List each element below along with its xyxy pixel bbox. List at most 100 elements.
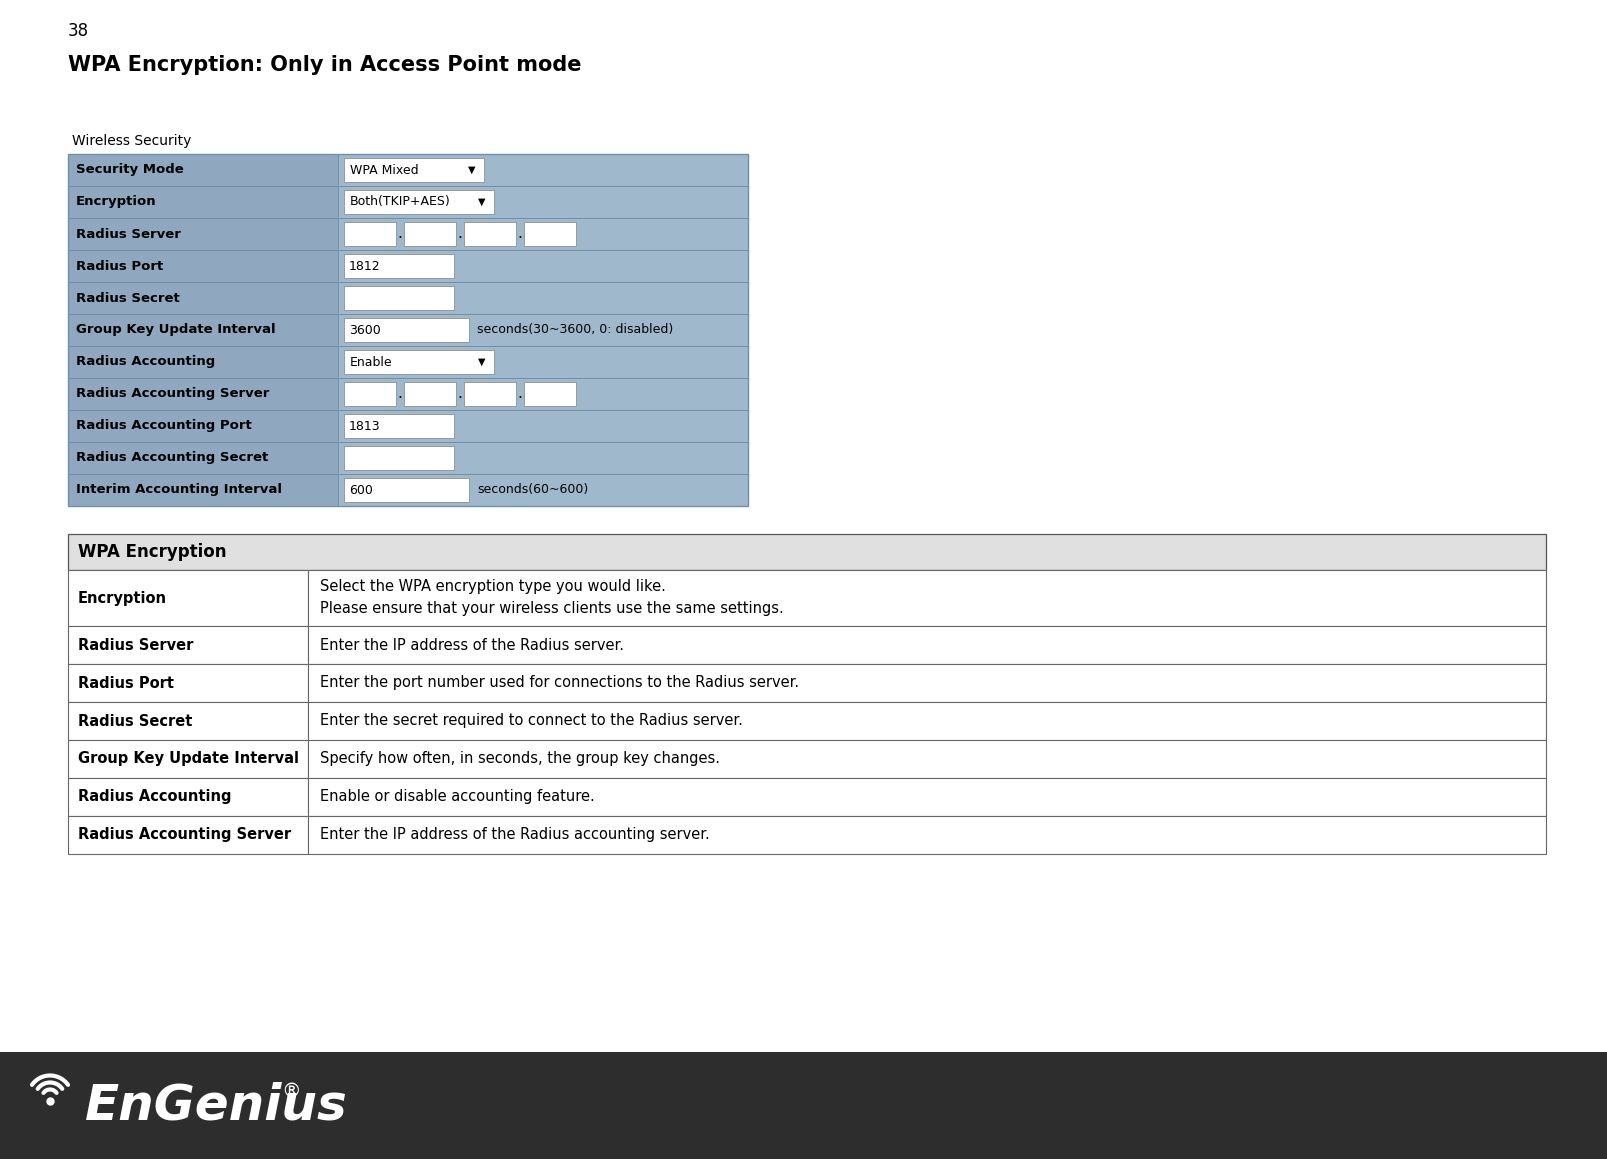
Text: Radius Accounting Secret: Radius Accounting Secret — [76, 452, 268, 465]
Bar — [344, 446, 455, 471]
Text: .: . — [517, 226, 522, 241]
Text: .: . — [456, 386, 461, 401]
Bar — [67, 442, 337, 474]
Text: Please ensure that your wireless clients use the same settings.: Please ensure that your wireless clients… — [320, 600, 784, 615]
Bar — [337, 442, 747, 474]
Bar — [344, 414, 455, 438]
Text: Wireless Security: Wireless Security — [72, 134, 191, 148]
Bar — [344, 158, 484, 182]
Text: 600: 600 — [349, 483, 373, 496]
Text: Enable: Enable — [350, 356, 392, 369]
Bar — [344, 382, 395, 406]
Text: .: . — [517, 386, 522, 401]
Text: ▼: ▼ — [477, 197, 485, 207]
Text: Radius Port: Radius Port — [79, 676, 174, 691]
Bar — [67, 185, 337, 218]
Text: ®: ® — [281, 1083, 301, 1101]
Text: Encryption: Encryption — [79, 590, 167, 605]
Bar — [67, 570, 309, 626]
Text: Enter the IP address of the Radius accounting server.: Enter the IP address of the Radius accou… — [320, 828, 710, 843]
Bar — [67, 816, 309, 854]
Text: 3600: 3600 — [349, 323, 381, 336]
Text: Security Mode: Security Mode — [76, 163, 183, 176]
Bar — [309, 702, 1546, 739]
Bar — [67, 702, 309, 739]
Bar — [67, 347, 337, 378]
Bar — [67, 218, 337, 250]
Text: Enter the IP address of the Radius server.: Enter the IP address of the Radius serve… — [320, 637, 624, 653]
Bar — [67, 778, 309, 816]
Text: seconds(60~600): seconds(60~600) — [477, 483, 588, 496]
Bar — [337, 250, 747, 282]
Bar — [524, 223, 575, 246]
Bar — [67, 314, 337, 347]
Text: Radius Accounting Port: Radius Accounting Port — [76, 420, 252, 432]
Text: Radius Accounting Server: Radius Accounting Server — [76, 387, 270, 401]
Bar — [67, 534, 1546, 570]
Bar — [309, 664, 1546, 702]
Text: Radius Port: Radius Port — [76, 260, 164, 272]
Bar — [67, 282, 337, 314]
Text: Radius Server: Radius Server — [76, 227, 182, 241]
Bar — [524, 382, 575, 406]
Text: Radius Accounting: Radius Accounting — [76, 356, 215, 369]
Bar — [67, 410, 337, 442]
Text: Radius Secret: Radius Secret — [79, 714, 193, 729]
Text: Enter the secret required to connect to the Radius server.: Enter the secret required to connect to … — [320, 714, 742, 729]
Text: WPA Encryption: Only in Access Point mode: WPA Encryption: Only in Access Point mod… — [67, 54, 582, 75]
Bar — [464, 223, 516, 246]
Text: Both(TKIP+AES): Both(TKIP+AES) — [350, 196, 450, 209]
Bar — [67, 474, 337, 506]
Text: Radius Accounting: Radius Accounting — [79, 789, 231, 804]
Bar — [344, 350, 493, 374]
Text: 1812: 1812 — [349, 260, 381, 272]
Text: ▼: ▼ — [477, 357, 485, 367]
Text: seconds(30~3600, 0: disabled): seconds(30~3600, 0: disabled) — [477, 323, 673, 336]
Bar — [344, 190, 493, 214]
Text: .: . — [397, 226, 402, 241]
Bar — [0, 1052, 1607, 1159]
Text: 38: 38 — [67, 22, 88, 41]
Bar — [344, 318, 469, 342]
Text: Specify how often, in seconds, the group key changes.: Specify how often, in seconds, the group… — [320, 751, 720, 766]
Bar — [309, 626, 1546, 664]
Bar — [67, 378, 337, 410]
Bar — [309, 778, 1546, 816]
Text: Interim Accounting Interval: Interim Accounting Interval — [76, 483, 281, 496]
Bar — [337, 154, 747, 185]
Bar — [337, 314, 747, 347]
Text: Enable or disable accounting feature.: Enable or disable accounting feature. — [320, 789, 595, 804]
Text: Encryption: Encryption — [76, 196, 156, 209]
Text: Enter the port number used for connections to the Radius server.: Enter the port number used for connectio… — [320, 676, 799, 691]
Text: EnGenius: EnGenius — [85, 1081, 347, 1130]
Text: Radius Secret: Radius Secret — [76, 292, 180, 305]
Bar — [309, 816, 1546, 854]
Text: Radius Server: Radius Server — [79, 637, 193, 653]
Bar — [337, 347, 747, 378]
Text: WPA Mixed: WPA Mixed — [350, 163, 419, 176]
Text: 1813: 1813 — [349, 420, 381, 432]
Bar — [67, 626, 309, 664]
Text: .: . — [397, 386, 402, 401]
Bar — [403, 382, 456, 406]
Bar — [67, 154, 747, 506]
Text: Select the WPA encryption type you would like.: Select the WPA encryption type you would… — [320, 580, 665, 595]
Bar — [337, 185, 747, 218]
Bar — [309, 570, 1546, 626]
Bar — [67, 739, 309, 778]
Bar — [67, 154, 337, 185]
Bar — [67, 664, 309, 702]
Bar — [344, 286, 455, 309]
Text: .: . — [456, 226, 461, 241]
Bar — [309, 739, 1546, 778]
Text: Radius Accounting Server: Radius Accounting Server — [79, 828, 291, 843]
Bar — [337, 282, 747, 314]
Bar — [464, 382, 516, 406]
Text: WPA Encryption: WPA Encryption — [79, 544, 227, 561]
Bar — [337, 474, 747, 506]
Text: Group Key Update Interval: Group Key Update Interval — [76, 323, 276, 336]
Bar — [403, 223, 456, 246]
Text: Group Key Update Interval: Group Key Update Interval — [79, 751, 299, 766]
Bar — [344, 223, 395, 246]
Bar — [337, 410, 747, 442]
